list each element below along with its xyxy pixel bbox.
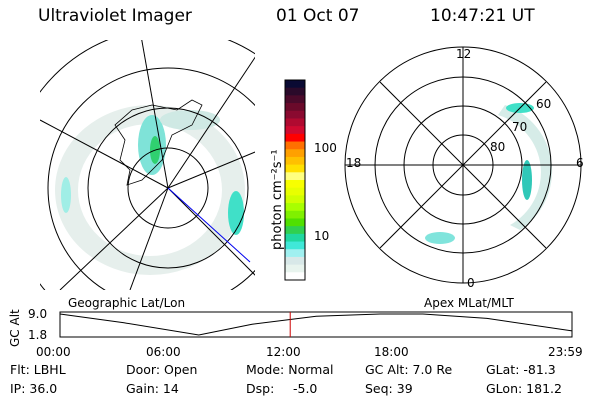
colorbar-band — [285, 218, 305, 227]
lat-label-60: 60 — [536, 97, 552, 111]
colorbar-band — [285, 264, 305, 273]
colorbar-band — [285, 110, 305, 119]
mode-info: Mode: Normal — [246, 362, 334, 377]
lat-label-70: 70 — [512, 120, 528, 134]
aurora-oval — [425, 103, 553, 244]
y-tick-9: 9.0 — [28, 307, 48, 321]
colorbar-frame — [284, 79, 306, 281]
colorbar-band — [285, 103, 305, 112]
sun-direction-line — [167, 187, 251, 263]
colorbar-band — [285, 249, 305, 258]
dsp-value: -5.0 — [293, 381, 318, 396]
altitude-line — [59, 313, 573, 336]
colorbar-band — [285, 226, 305, 235]
dsp-label: Dsp: — [246, 381, 275, 396]
colorbar-band — [285, 164, 305, 173]
altitude-plot — [59, 311, 573, 338]
x-tick: 18:00 — [374, 345, 409, 359]
y-tick-1.8: 1.8 — [28, 328, 48, 342]
colorbar-band — [285, 156, 305, 166]
polar-grid — [344, 46, 582, 284]
colorbar-band — [285, 195, 305, 204]
colorbar-band — [285, 133, 305, 143]
colorbar-band — [285, 241, 305, 250]
colorbar-band — [285, 272, 305, 281]
colorbar — [284, 79, 306, 281]
meridians — [40, 40, 255, 290]
colorbar-band — [285, 203, 305, 212]
ip-info: IP: 36.0 — [10, 381, 58, 396]
colorbar-band — [285, 180, 305, 189]
y-axis-label: GC Alt — [8, 309, 22, 347]
colorbar-unit: photon cm⁻²s⁻¹ — [270, 149, 285, 250]
mlt-label-18: 18 — [346, 156, 362, 170]
colorbar-band — [285, 233, 305, 243]
x-tick: 12:00 — [266, 345, 301, 359]
gain-info: Gain: 14 — [126, 381, 179, 396]
colorbar-band — [285, 95, 305, 104]
altitude-plot-frame — [59, 311, 573, 338]
colorbar-band — [285, 141, 305, 150]
mlt-label-0: 0 — [467, 276, 475, 290]
gc-alt-info: GC Alt: 7.0 Re — [365, 362, 453, 377]
time-label: 10:47:21 UT — [430, 6, 535, 26]
colorbar-band — [285, 126, 305, 135]
lat-label-80: 80 — [490, 140, 506, 154]
colorbar-band — [285, 149, 305, 158]
seq-info: Seq: 39 — [365, 381, 413, 396]
x-tick: 00:00 — [36, 345, 71, 359]
colorbar-band — [285, 172, 305, 181]
filter-info: Flt: LBHL — [10, 362, 66, 377]
mlat-mlt-polar-plot — [344, 46, 582, 284]
colorbar-band — [285, 87, 305, 96]
x-tick: 23:59 — [548, 345, 583, 359]
colorbar-band — [285, 210, 305, 219]
glon-info: GLon: 181.2 — [486, 381, 562, 396]
coastline — [114, 99, 203, 186]
aurora-emission — [55, 105, 245, 275]
x-tick: 06:00 — [146, 345, 181, 359]
colorbar-band — [285, 187, 305, 196]
colorbar-tick-100: 100 — [314, 141, 337, 155]
colorbar-band — [285, 256, 305, 266]
colorbar-band — [285, 118, 305, 127]
colorbar-tick-10: 10 — [314, 229, 330, 243]
mlt-label-6: 6 — [576, 156, 584, 170]
geographic-map — [40, 40, 255, 290]
date-label: 01 Oct 07 — [276, 6, 360, 26]
left-plot-label: Geographic Lat/Lon — [68, 296, 186, 310]
colorbar-band — [285, 80, 305, 89]
right-plot-label: Apex MLat/MLT — [424, 296, 514, 310]
glat-info: GLat: -81.3 — [486, 362, 556, 377]
instrument-title: Ultraviolet Imager — [38, 6, 192, 26]
door-info: Door: Open — [126, 362, 198, 377]
mlt-label-12: 12 — [456, 47, 472, 61]
